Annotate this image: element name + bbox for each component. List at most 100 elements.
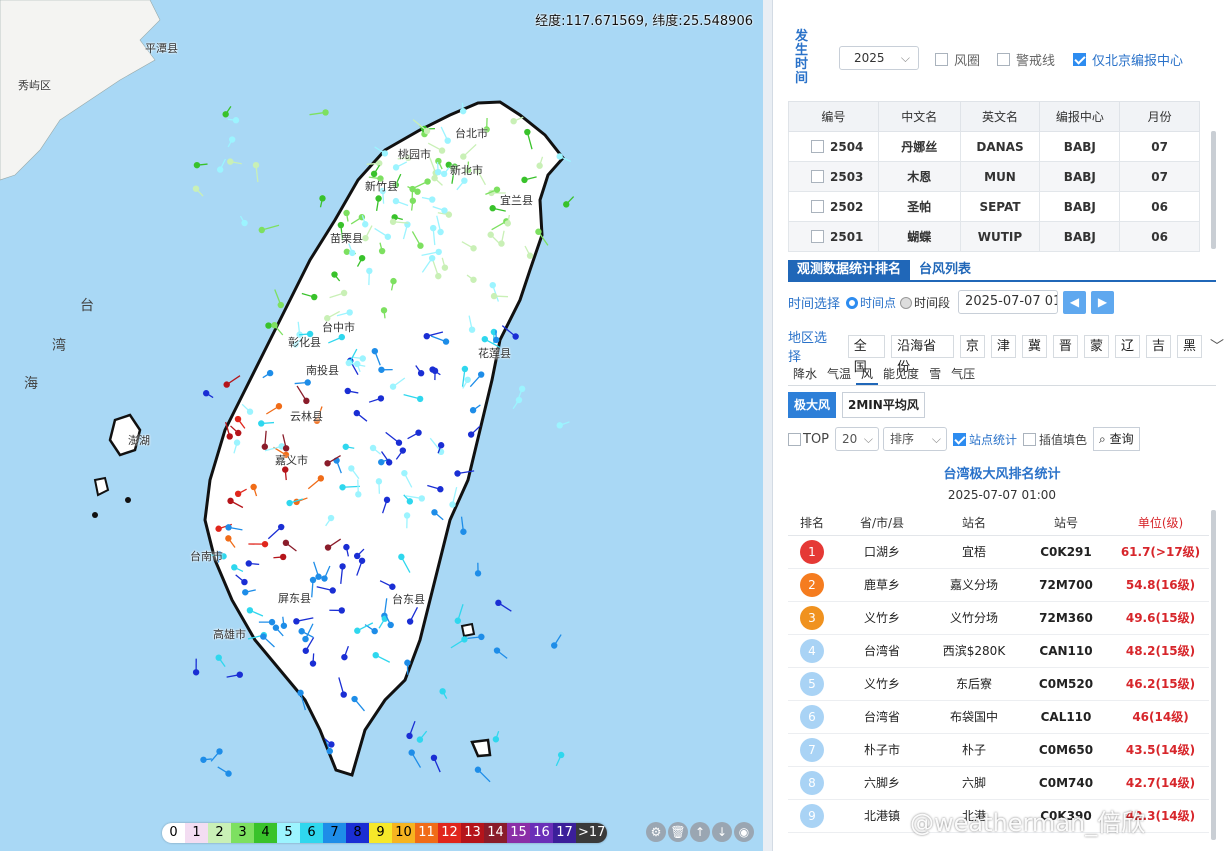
station-marker[interactable] xyxy=(375,478,383,485)
station-marker[interactable] xyxy=(282,466,289,473)
station-marker[interactable] xyxy=(510,117,517,125)
station-marker[interactable] xyxy=(383,496,391,504)
ranking-row[interactable]: 5 义竹乡 东后寮 C0M520 46.2(15级) xyxy=(788,667,1209,701)
ranking-row[interactable]: 3 义竹乡 义竹分场 72M360 49.6(15级) xyxy=(788,601,1209,635)
time-point-radio[interactable]: 时间点 xyxy=(846,294,896,311)
typhoon-row[interactable]: 2502 圣帕 SEPAT BABJ 06 xyxy=(788,191,1200,222)
station-marker[interactable] xyxy=(489,205,496,212)
element-tab[interactable]: 风 xyxy=(856,364,879,385)
row-checkbox[interactable] xyxy=(811,169,824,183)
region-item[interactable]: 津 xyxy=(990,334,1016,358)
beijing-only-checkbox[interactable]: 仅北京编报中心 xyxy=(1073,50,1183,69)
wind-circle-checkbox[interactable]: 风圈 xyxy=(935,50,980,69)
query-button[interactable]: ⌕ 查询 xyxy=(1093,427,1140,451)
station-marker[interactable] xyxy=(227,497,234,505)
station-marker[interactable] xyxy=(406,732,413,740)
station-marker[interactable] xyxy=(344,387,351,395)
station-marker[interactable] xyxy=(380,307,388,314)
region-item[interactable]: 京 xyxy=(959,334,985,358)
max-wind-button[interactable]: 极大风 xyxy=(788,392,837,418)
next-time-button[interactable]: ▶ xyxy=(1091,290,1115,314)
station-marker[interactable] xyxy=(366,267,373,275)
interp-fill-checkbox[interactable] xyxy=(1023,432,1037,446)
station-marker[interactable] xyxy=(378,366,385,373)
time-range-radio[interactable]: 时间段 xyxy=(900,294,950,311)
arrow-up-icon[interactable]: ↑ xyxy=(690,822,710,842)
settings-icon[interactable]: ⚙ xyxy=(646,822,666,842)
chevron-down-icon[interactable]: ﹀ xyxy=(1210,339,1224,355)
station-marker[interactable] xyxy=(504,220,511,227)
row-checkbox[interactable] xyxy=(811,229,824,243)
element-tab[interactable]: 气温 xyxy=(827,367,852,381)
station-marker[interactable] xyxy=(430,754,438,762)
region-item[interactable]: 冀 xyxy=(1021,334,1047,358)
station-markers[interactable] xyxy=(192,102,575,783)
station-marker[interactable] xyxy=(389,218,397,225)
top-count-select[interactable]: 20 ⌵ xyxy=(835,427,880,451)
prev-time-button[interactable]: ◀ xyxy=(1063,290,1087,314)
ranking-row[interactable]: 1 口湖乡 宜梧 C0K291 61.7(>17级) xyxy=(788,535,1209,569)
row-checkbox[interactable] xyxy=(811,199,824,213)
station-marker[interactable] xyxy=(439,688,446,695)
checkbox-box[interactable] xyxy=(935,53,948,66)
station-marker[interactable] xyxy=(370,170,378,178)
station-marker[interactable] xyxy=(252,161,260,169)
element-tab[interactable]: 雪 xyxy=(929,367,942,381)
station-marker[interactable] xyxy=(345,359,352,367)
station-marker[interactable] xyxy=(233,439,241,446)
station-marker[interactable] xyxy=(464,376,471,383)
ranking-row[interactable]: 9 北港镇 北港 C0K390 42.3(14级) xyxy=(788,799,1209,833)
ranking-row[interactable]: 7 朴子市 朴子 C0M650 43.5(14级) xyxy=(788,733,1209,767)
region-item[interactable]: 晋 xyxy=(1052,334,1078,358)
checkbox-box[interactable] xyxy=(997,53,1010,66)
tab-typhoon-list[interactable]: 台风列表 xyxy=(919,262,972,277)
avg-wind-button[interactable]: 2MIN平均风 xyxy=(842,392,925,418)
ranking-row[interactable]: 8 六脚乡 六脚 C0M740 42.7(14级) xyxy=(788,766,1209,800)
station-marker[interactable] xyxy=(454,470,461,477)
station-marker[interactable] xyxy=(464,167,472,174)
region-item[interactable]: 黑 xyxy=(1176,334,1202,358)
panel-divider[interactable] xyxy=(763,0,773,851)
trash-icon[interactable]: 🗑 xyxy=(668,822,688,842)
region-item[interactable]: 沿海省份 xyxy=(891,334,954,375)
date-input[interactable]: 2025-07-07 01 xyxy=(958,290,1059,314)
station-marker[interactable] xyxy=(398,553,405,561)
typhoon-row[interactable]: 2503 木恩 MUN BABJ 07 xyxy=(788,161,1200,192)
station-marker[interactable] xyxy=(492,736,500,743)
region-item[interactable]: 蒙 xyxy=(1083,334,1109,358)
ranking-table-scrollbar[interactable] xyxy=(1211,510,1216,840)
map-view[interactable]: 经度:117.671569, 纬度:25.548906 台北市 新北市 桃园市 … xyxy=(0,0,763,851)
typhoon-row[interactable]: 2501 蝴蝶 WUTIP BABJ 06 xyxy=(788,221,1200,252)
station-marker[interactable] xyxy=(340,289,348,297)
station-marker[interactable] xyxy=(495,599,502,607)
station-marker[interactable] xyxy=(483,126,490,133)
radio-on-icon[interactable] xyxy=(846,296,859,309)
element-tab[interactable]: 降水 xyxy=(793,367,818,381)
station-marker[interactable] xyxy=(343,543,350,551)
region-item[interactable]: 全国 xyxy=(847,334,886,375)
region-item[interactable]: 吉 xyxy=(1145,334,1171,358)
typhoon-row[interactable]: 2504 丹娜丝 DANAS BABJ 07 xyxy=(788,131,1200,162)
ranking-row[interactable]: 6 台湾省 布袋国中 CAL110 46(14级) xyxy=(788,700,1209,734)
ranking-row[interactable]: 2 鹿草乡 嘉义分场 72M700 54.8(16级) xyxy=(788,568,1209,602)
region-item[interactable]: 辽 xyxy=(1114,334,1140,358)
station-marker[interactable] xyxy=(454,617,462,624)
eye-icon[interactable]: ◉ xyxy=(734,822,754,842)
station-marker[interactable] xyxy=(250,483,257,491)
station-marker[interactable] xyxy=(461,365,469,373)
station-marker[interactable] xyxy=(339,484,346,491)
arrow-down-icon[interactable]: ↓ xyxy=(712,822,732,842)
element-tab[interactable]: 气压 xyxy=(951,367,976,381)
map-canvas[interactable] xyxy=(0,0,763,851)
year-select[interactable]: 2025 ⌵ xyxy=(839,46,919,70)
ranking-row[interactable]: 4 台湾省 西滨$280K CAN110 48.2(15级) xyxy=(788,634,1209,668)
station-marker[interactable] xyxy=(390,277,397,285)
station-stat-checkbox[interactable] xyxy=(953,432,967,446)
sort-select[interactable]: 排序 ⌵ xyxy=(883,427,948,451)
warning-line-checkbox[interactable]: 警戒线 xyxy=(997,50,1055,69)
station-marker[interactable] xyxy=(302,647,309,654)
checkbox-box-checked[interactable] xyxy=(1073,53,1086,66)
top-checkbox[interactable] xyxy=(788,432,801,446)
station-marker[interactable] xyxy=(481,335,489,343)
row-checkbox[interactable] xyxy=(811,139,824,153)
